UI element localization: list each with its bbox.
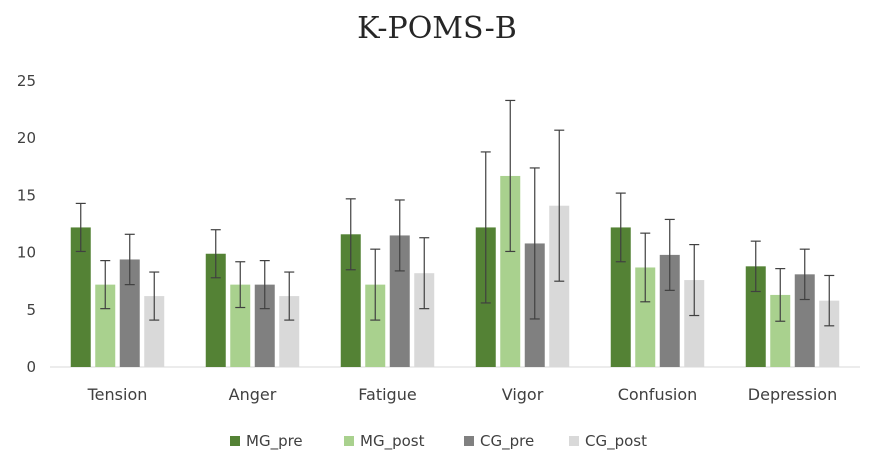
bar-cg-post-fatigue (414, 273, 435, 367)
bar-cg-pre-anger (254, 284, 275, 367)
error-bar-cg-pre-tension (124, 233, 135, 286)
bar-mg-pre-fatigue (340, 234, 361, 367)
category-label-tension: Tension (87, 385, 148, 404)
bar-mg-pre-tension (70, 227, 91, 367)
y-axis-ticks: 0 5 10 15 20 25 (17, 72, 36, 376)
bar-mg-pre-anger (205, 253, 226, 367)
y-tick-label: 15 (17, 186, 36, 204)
error-bar-mg-pre-vigor (480, 151, 491, 304)
error-bar-cg-pre-confusion (664, 218, 675, 291)
error-bar-cg-post-anger (284, 271, 295, 321)
bar-mg-post-anger (230, 284, 251, 367)
error-bar-cg-pre-depression (799, 248, 810, 301)
legend-label-cg-pre: CG_pre (480, 432, 534, 451)
error-bar-cg-post-confusion (689, 243, 700, 317)
error-bar-mg-pre-tension (75, 202, 86, 253)
error-bar-mg-pre-depression (750, 240, 761, 293)
bar-cg-pre-fatigue (389, 235, 410, 367)
error-bar-cg-post-depression (824, 274, 835, 327)
bar-cg-post-anger (279, 296, 300, 367)
bar-cg-post-depression (819, 300, 840, 367)
y-tick-label: 10 (17, 244, 36, 262)
y-tick-label: 25 (17, 72, 36, 90)
category-label-anger: Anger (229, 385, 277, 404)
error-bar-cg-pre-anger (259, 260, 270, 310)
error-bar-cg-pre-vigor (529, 167, 540, 320)
y-tick-label: 0 (26, 358, 36, 376)
bar-cg-pre-confusion (659, 254, 680, 367)
bar-cg-pre-depression (794, 274, 815, 367)
bars-group (70, 175, 840, 367)
error-bar-mg-pre-confusion (615, 192, 626, 263)
legend-label-mg-pre: MG_pre (246, 432, 303, 451)
chart-title: K-POMS-B (357, 11, 517, 46)
category-label-vigor: Vigor (502, 385, 544, 404)
bar-mg-post-tension (95, 284, 116, 367)
error-bars-group (75, 99, 835, 327)
error-bar-mg-pre-fatigue (345, 198, 356, 271)
bar-cg-post-confusion (684, 280, 705, 367)
legend-label-mg-post: MG_post (360, 432, 425, 451)
error-bar-mg-post-vigor (505, 99, 516, 253)
category-label-depression: Depression (748, 385, 837, 404)
error-bar-mg-post-tension (100, 260, 111, 310)
error-bar-mg-post-depression (775, 268, 786, 322)
error-bar-cg-post-vigor (554, 129, 565, 282)
error-bar-cg-post-tension (149, 271, 160, 321)
error-bar-cg-post-fatigue (419, 237, 430, 310)
error-bar-cg-pre-fatigue (394, 199, 405, 272)
bar-mg-post-vigor (500, 175, 521, 367)
y-tick-label: 20 (17, 129, 36, 147)
bar-mg-post-confusion (635, 267, 656, 367)
legend-label-cg-post: CG_post (585, 432, 647, 451)
error-bar-mg-pre-anger (210, 229, 221, 279)
category-label-confusion: Confusion (618, 385, 698, 404)
bar-cg-post-tension (144, 296, 165, 367)
category-labels: Tension Anger Fatigue Vigor Confusion Depress… (87, 385, 838, 404)
bar-cg-post-vigor (549, 205, 570, 367)
error-bar-mg-post-anger (235, 261, 246, 309)
legend: MG_pre MG_post CG_pre CG_post (230, 432, 647, 451)
bar-mg-post-fatigue (365, 284, 386, 367)
legend-swatch-cg-post (569, 436, 579, 446)
legend-swatch-mg-pre (230, 436, 240, 446)
category-label-fatigue: Fatigue (358, 385, 416, 404)
bar-cg-pre-tension (119, 259, 140, 367)
bar-mg-post-depression (770, 294, 791, 367)
error-bar-mg-post-fatigue (370, 248, 381, 321)
legend-swatch-cg-pre (464, 436, 474, 446)
y-tick-label: 5 (26, 301, 36, 319)
error-bar-mg-post-confusion (640, 232, 651, 303)
legend-swatch-mg-post (344, 436, 354, 446)
